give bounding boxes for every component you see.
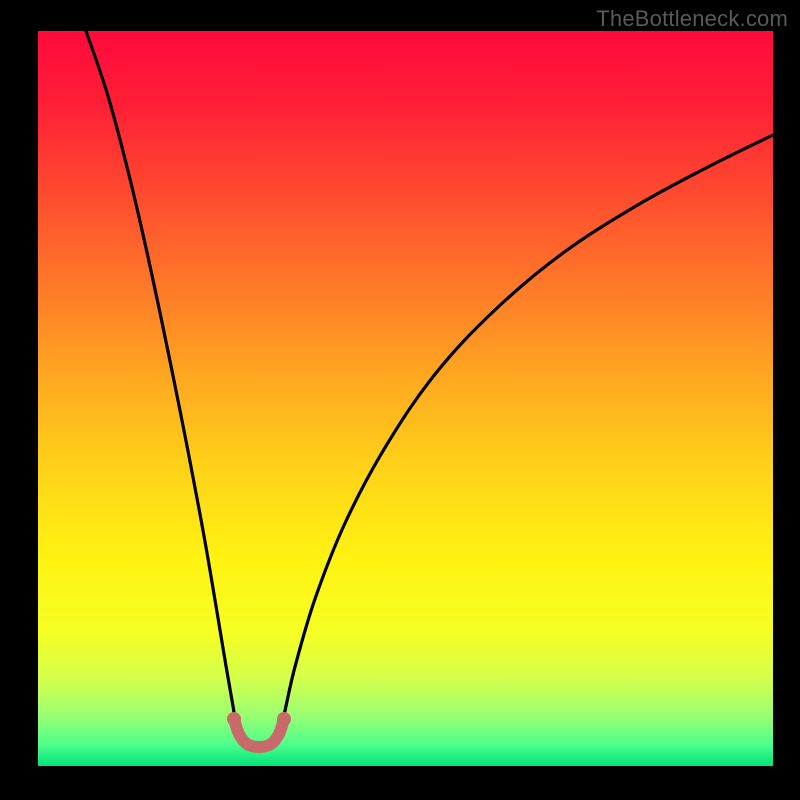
curve-trough-markers (227, 712, 291, 726)
plot-area (38, 31, 773, 766)
curve-left-branch (86, 31, 236, 726)
watermark-text: TheBottleneck.com (596, 6, 788, 32)
bottleneck-curve (38, 31, 773, 766)
curve-right-branch (282, 135, 773, 726)
curve-trough (234, 719, 284, 747)
